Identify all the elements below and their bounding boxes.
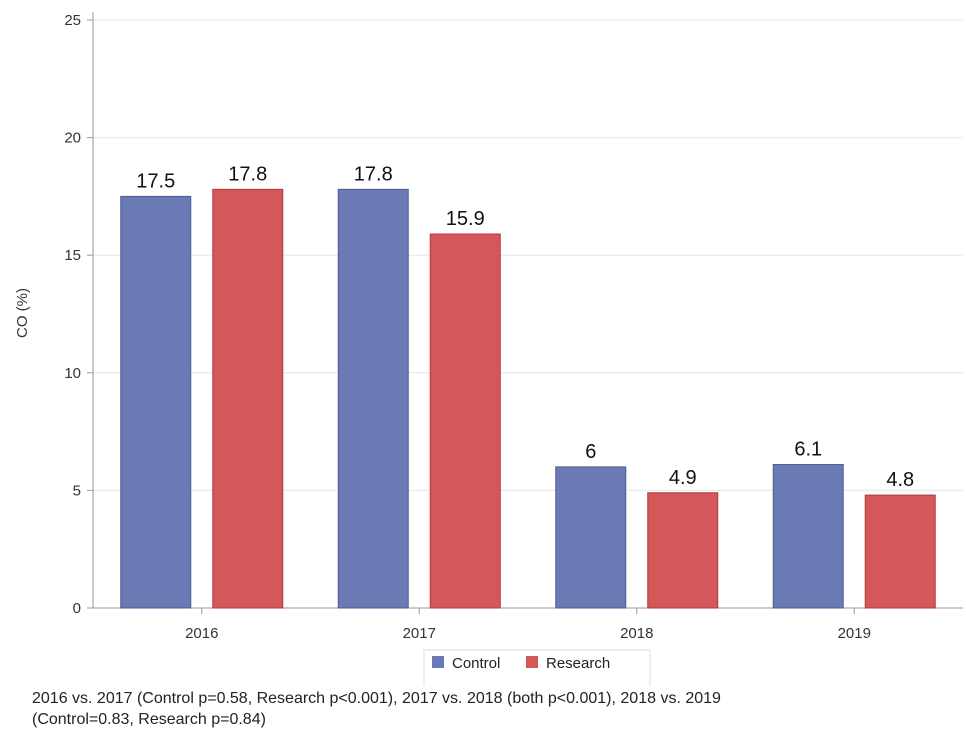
data-label-research-2019: 4.8 [886, 469, 914, 491]
caption-line-2: (Control=0.83, Research p=0.84) [32, 711, 266, 728]
legend-label-control: Control [452, 655, 500, 672]
bar-research-2018 [647, 492, 719, 609]
bar-research-2016 [212, 188, 284, 609]
data-label-research-2018: 4.9 [669, 467, 697, 489]
y-tick-label: 25 [64, 12, 81, 29]
bar-research-2017 [429, 233, 501, 609]
caption-line-1: 2016 vs. 2017 (Control p=0.58, Research … [32, 690, 721, 707]
data-labels: 17.5 17.8 17.8 15.9 6 4.9 6.1 4.8 [136, 163, 914, 491]
bar-control-2019 [772, 464, 844, 609]
legend-swatch-control [432, 656, 444, 668]
y-tick-label: 5 [73, 482, 81, 499]
y-axis-title: CO (%) [14, 288, 31, 338]
figure-caption: 2016 vs. 2017 (Control p=0.58, Research … [32, 688, 952, 730]
bar-control-2016 [120, 195, 192, 609]
legend: Control Research [423, 649, 651, 686]
y-tick-label: 0 [73, 600, 81, 617]
x-tick-label: 2019 [838, 625, 871, 642]
x-tick-label: 2018 [620, 625, 653, 642]
x-tick-label: 2017 [403, 625, 436, 642]
data-label-control-2018: 6 [585, 441, 596, 463]
data-label-control-2016: 17.5 [136, 170, 175, 192]
y-tick-label: 15 [64, 247, 81, 264]
y-tick-label: 10 [64, 365, 81, 382]
legend-swatch-research [526, 656, 538, 668]
x-tick-label: 2016 [185, 625, 218, 642]
legend-label-research: Research [546, 655, 610, 672]
y-tick-label: 20 [64, 130, 81, 147]
data-label-control-2019: 6.1 [794, 439, 822, 461]
bar-control-2018 [555, 466, 627, 609]
bar-research-2019 [864, 494, 936, 609]
bar-control-2017 [337, 188, 409, 609]
data-label-research-2017: 15.9 [446, 208, 485, 230]
data-label-research-2016: 17.8 [228, 163, 267, 185]
bars [120, 188, 936, 609]
data-label-control-2017: 17.8 [354, 163, 393, 185]
